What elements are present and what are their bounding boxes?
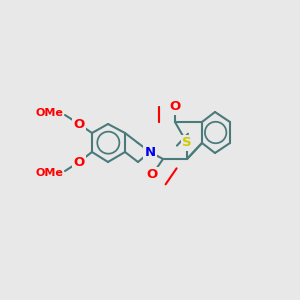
Text: OMe: OMe: [35, 168, 63, 178]
Text: O: O: [146, 169, 158, 182]
Text: O: O: [74, 155, 85, 169]
Text: OMe: OMe: [35, 108, 63, 118]
Text: O: O: [169, 100, 181, 113]
Text: O: O: [74, 118, 85, 130]
Text: N: N: [144, 146, 156, 158]
Text: S: S: [182, 136, 192, 149]
